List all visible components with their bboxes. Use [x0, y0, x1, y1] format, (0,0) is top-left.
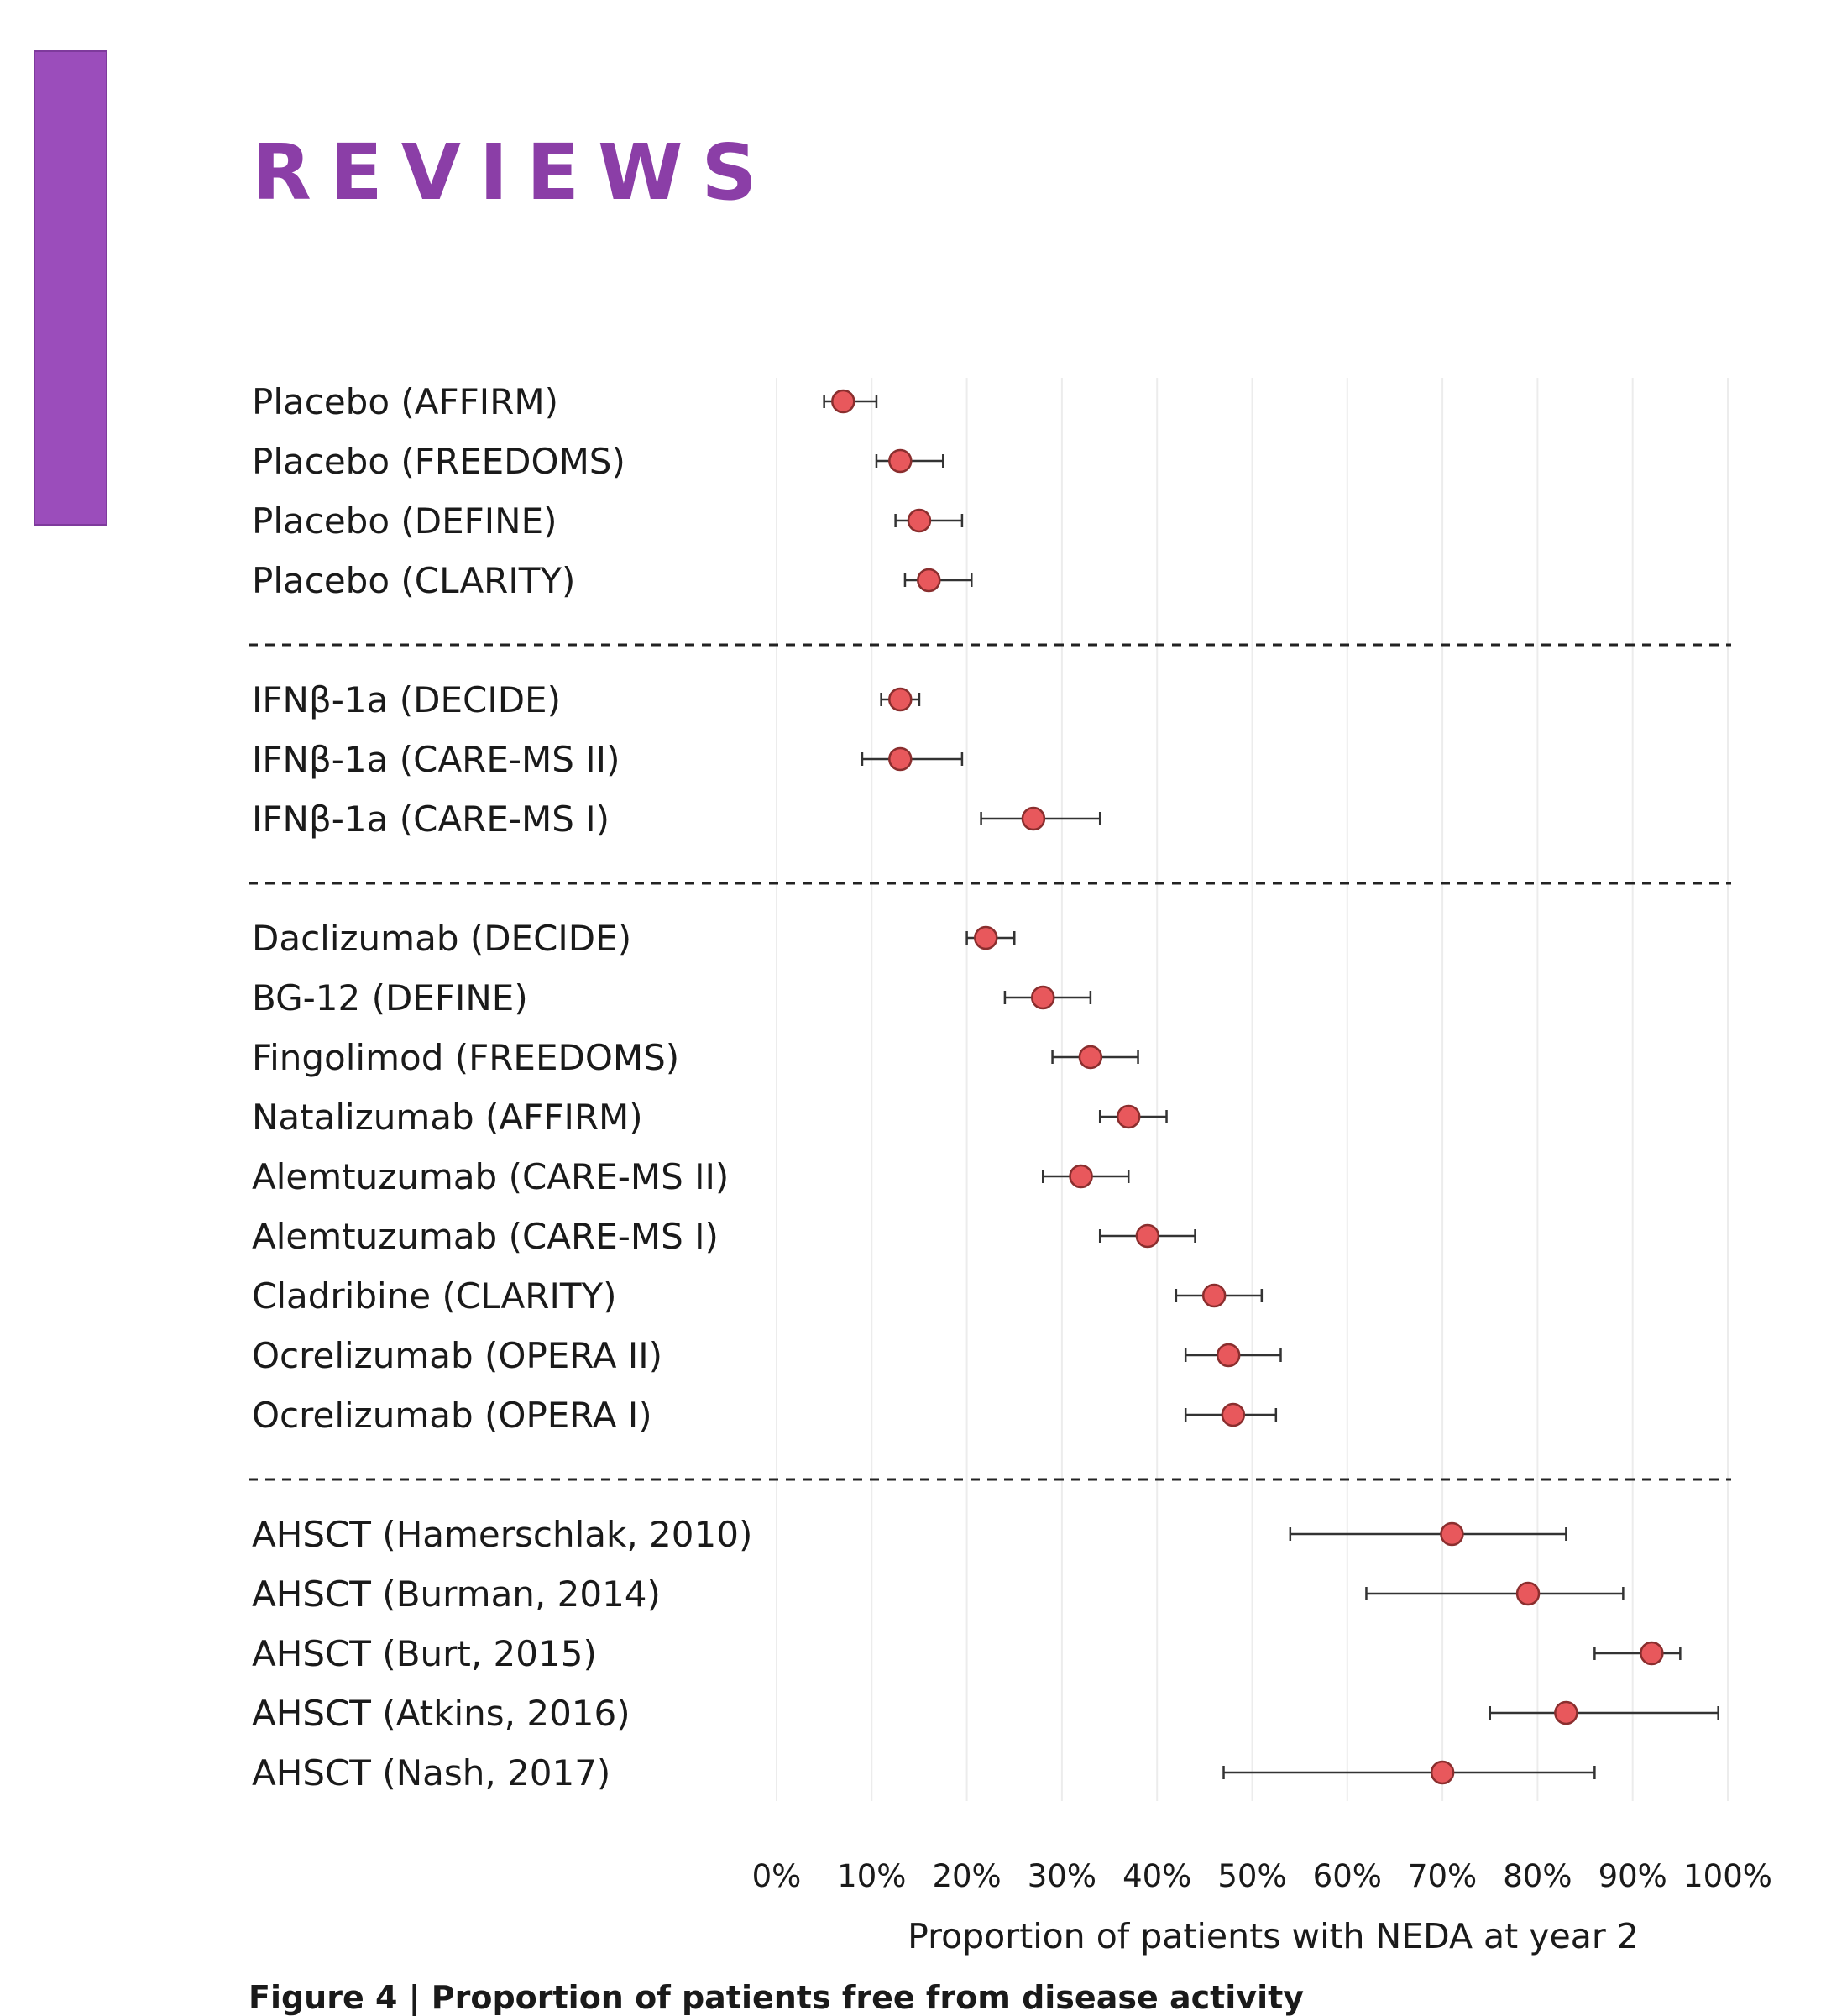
row-label: Alemtuzumab (CARE-MS II)	[252, 1156, 729, 1197]
point-estimate	[1554, 1700, 1578, 1725]
row-label: AHSCT (Burman, 2014)	[252, 1574, 661, 1615]
x-tick-label: 10%	[837, 1858, 906, 1894]
confidence-intervals	[823, 395, 1719, 1779]
point-estimate	[1640, 1641, 1664, 1666]
row-labels: Placebo (AFFIRM) Placebo (FREEDOMS) Placeb…	[252, 381, 752, 1793]
x-tick-label: 90%	[1598, 1858, 1667, 1894]
x-tick-label: 40%	[1122, 1858, 1191, 1894]
row-label: IFNβ-1a (CARE-MS II)	[252, 739, 620, 780]
point-estimate	[1430, 1760, 1455, 1785]
row-label: Ocrelizumab (OPERA I)	[252, 1395, 652, 1436]
row-label: Placebo (CLARITY)	[252, 560, 575, 601]
row-label: AHSCT (Burt, 2015)	[252, 1633, 597, 1674]
row-label: IFNβ-1a (DECIDE)	[252, 679, 561, 720]
point-estimate	[1201, 1283, 1227, 1308]
row-label: BG-12 (DEFINE)	[252, 977, 528, 1018]
x-tick-label: 70%	[1408, 1858, 1477, 1894]
x-tick-label: 60%	[1313, 1858, 1382, 1894]
section-color-bar	[34, 50, 107, 526]
x-tick-label: 30%	[1028, 1858, 1096, 1894]
row-label: Fingolimod (FREEDOMS)	[252, 1037, 679, 1078]
point-estimate	[1440, 1521, 1464, 1547]
point-estimate	[974, 925, 998, 950]
x-tick-label: 0%	[752, 1858, 802, 1894]
row-label: Placebo (FREEDOMS)	[252, 441, 625, 482]
point-estimate	[907, 508, 932, 533]
row-label: Cladribine (CLARITY)	[252, 1275, 617, 1317]
grid-layer	[776, 378, 1729, 1801]
x-tick-label: 100%	[1683, 1858, 1772, 1894]
figure-caption: Figure 4 | Proportion of patients free f…	[249, 1979, 1305, 2016]
x-axis-title: Proportion of patients with NEDA at year…	[908, 1916, 1639, 1956]
x-tick-label: 50%	[1217, 1858, 1286, 1894]
point-estimates	[831, 389, 1664, 1785]
row-label: Placebo (AFFIRM)	[252, 381, 558, 422]
section-heading: REVIEWS	[252, 128, 776, 217]
row-label: Natalizumab (AFFIRM)	[252, 1097, 643, 1138]
group-separators	[249, 643, 1731, 1481]
point-estimate	[1030, 985, 1055, 1010]
point-estimate	[1069, 1164, 1093, 1189]
point-estimate	[1515, 1581, 1541, 1606]
point-estimate	[888, 687, 913, 712]
point-estimate	[831, 389, 855, 414]
row-label: Daclizumab (DECIDE)	[252, 918, 631, 959]
point-estimate	[888, 746, 913, 772]
point-estimate	[888, 448, 913, 474]
x-axis-ticks: 0% 10% 20% 30% 40% 50% 60% 70% 80% 90% 100%	[752, 1858, 1772, 1894]
point-estimate	[1116, 1104, 1141, 1129]
row-label: AHSCT (Hamerschlak, 2010)	[252, 1514, 752, 1555]
point-estimate	[1078, 1045, 1103, 1070]
point-estimate	[917, 568, 941, 593]
x-tick-label: 20%	[932, 1858, 1001, 1894]
row-label: AHSCT (Nash, 2017)	[252, 1752, 610, 1793]
x-tick-label: 80%	[1503, 1858, 1572, 1894]
row-label: Ocrelizumab (OPERA II)	[252, 1335, 662, 1376]
row-label: Alemtuzumab (CARE-MS I)	[252, 1216, 719, 1257]
point-estimate	[1135, 1223, 1160, 1249]
row-label: AHSCT (Atkins, 2016)	[252, 1693, 630, 1734]
row-label: Placebo (DEFINE)	[252, 500, 557, 542]
point-estimate	[1216, 1343, 1241, 1368]
row-label: IFNβ-1a (CARE-MS I)	[252, 799, 610, 840]
point-estimate	[1021, 806, 1046, 831]
point-estimate	[1221, 1402, 1246, 1427]
